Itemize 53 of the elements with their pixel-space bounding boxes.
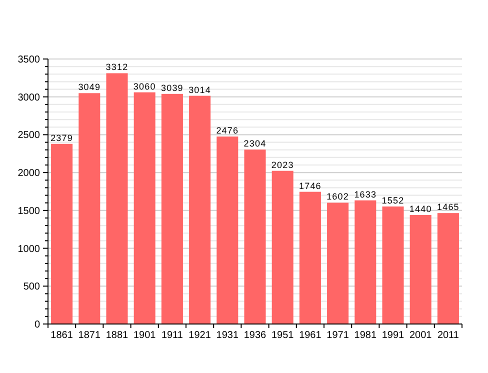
- y-tick-label: 1000: [18, 244, 40, 255]
- bar: [51, 144, 73, 324]
- x-tick-label: 1951: [271, 330, 294, 341]
- x-tick-label: 1961: [299, 330, 322, 341]
- bar: [216, 136, 238, 324]
- data-label: 2476: [216, 126, 239, 136]
- data-label: 3049: [78, 82, 101, 92]
- data-label: 3039: [160, 82, 184, 93]
- y-tick-label: 2000: [18, 168, 40, 180]
- data-label: 1440: [409, 204, 432, 214]
- bar: [410, 214, 432, 324]
- x-tick-label: 2001: [409, 330, 432, 341]
- data-label: 1552: [382, 195, 404, 206]
- x-tick-label: 1881: [106, 330, 129, 341]
- y-tick-label: 3500: [18, 54, 40, 66]
- y-tick-label: 1500: [18, 206, 40, 217]
- x-tick-label: 1971: [326, 330, 350, 341]
- data-label: 1633: [354, 189, 377, 200]
- x-tick-label: 1871: [78, 330, 101, 341]
- data-label: 2023: [271, 160, 294, 170]
- x-tick-label: 1861: [50, 330, 74, 341]
- x-tick-label: 1981: [354, 330, 377, 341]
- x-tick-label: 1911: [161, 330, 184, 341]
- x-tick-label: 1931: [216, 330, 239, 341]
- data-label: 1602: [326, 192, 350, 202]
- x-tick-label: 1936: [244, 330, 267, 341]
- data-label: 3014: [188, 84, 212, 95]
- bar: [382, 206, 404, 324]
- data-label: 1746: [298, 180, 322, 191]
- x-tick-label: 2011: [437, 330, 460, 341]
- data-label: 3060: [133, 81, 156, 92]
- bar: [161, 94, 183, 324]
- bar: [78, 93, 100, 324]
- bar: [327, 202, 349, 324]
- x-tick-label: 1901: [133, 330, 156, 341]
- x-tick-label: 1991: [382, 330, 405, 341]
- data-label: 3312: [106, 62, 128, 72]
- y-tick-label: 500: [23, 282, 40, 293]
- bar: [437, 213, 459, 324]
- bar: [354, 200, 376, 324]
- bar: [299, 192, 321, 324]
- x-tick-label: 1921: [188, 330, 212, 341]
- data-label: 1465: [436, 202, 460, 212]
- bar: [134, 92, 156, 324]
- bar: [189, 96, 211, 324]
- y-tick-label: 2500: [18, 130, 40, 142]
- bar: [244, 150, 266, 324]
- y-tick-label: 3000: [18, 92, 40, 104]
- y-tick-label: 0: [34, 320, 40, 330]
- bar: [106, 73, 128, 324]
- data-label: 2304: [244, 138, 266, 149]
- bar: [272, 170, 294, 324]
- data-label: 2379: [50, 132, 74, 143]
